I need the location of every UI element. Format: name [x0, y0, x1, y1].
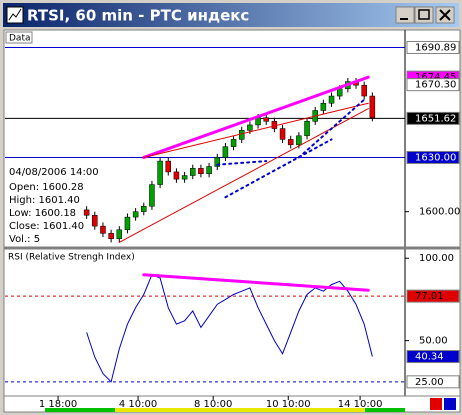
app-icon-glyph	[8, 8, 22, 21]
window-buttons[interactable]	[395, 6, 455, 24]
info-box: 04/08/2006 14:00 Open: 1600.28 High: 160…	[9, 167, 99, 245]
candle-body	[247, 124, 253, 131]
candle-body	[271, 121, 278, 129]
level-label: 1630.00	[415, 152, 456, 163]
candle-body	[369, 95, 376, 118]
scroll-button[interactable]	[444, 398, 456, 410]
level-label: 77.01	[415, 291, 444, 302]
y-tick-label: 50.00	[419, 336, 448, 347]
candle-body	[157, 160, 163, 185]
info-volume: Vol.: 5	[9, 234, 40, 245]
candle-body	[214, 157, 220, 167]
info-close: Close: 1601.40	[9, 221, 84, 232]
x-tick-label: 14 10:00	[338, 399, 383, 410]
app-icon	[6, 6, 24, 24]
close-glyph	[439, 9, 451, 21]
candle-body	[320, 103, 327, 111]
candle-body	[287, 139, 294, 146]
info-high: High: 1601.40	[9, 195, 80, 206]
level-box	[406, 350, 460, 364]
candle-body	[304, 121, 310, 137]
candle-body	[124, 216, 131, 230]
info-low: Low: 1600.18	[9, 208, 76, 219]
info-date: 04/08/2006 14:00	[9, 167, 99, 178]
y-tick-label: 1600.00	[419, 207, 460, 218]
level-box	[406, 375, 460, 389]
level-label: 40.34	[415, 352, 444, 363]
session-strip	[45, 408, 115, 412]
trend-line	[143, 102, 369, 158]
panel-label: RSI (Relative Strengh Index)	[8, 253, 135, 263]
trend-line	[224, 138, 333, 199]
scroll-button[interactable]	[430, 398, 442, 410]
candle-body	[181, 175, 188, 180]
candle-body	[336, 88, 343, 97]
candle-body	[222, 146, 229, 158]
trend-line	[118, 108, 369, 243]
level-label: 1670.30	[415, 80, 456, 91]
candle-body	[141, 206, 147, 212]
candle-body	[173, 171, 180, 180]
level-box	[406, 40, 460, 54]
level-label: 1690.89	[415, 42, 456, 53]
candle-body	[230, 139, 237, 147]
title-bar	[3, 3, 459, 27]
session-strip	[365, 408, 405, 412]
level-label: 1651.62	[415, 113, 456, 124]
level-box	[406, 78, 460, 92]
candle-body	[198, 168, 204, 174]
candle-body	[279, 128, 286, 140]
rsi-line	[86, 274, 373, 383]
info-open: Open: 1600.28	[9, 182, 84, 193]
x-tick-label: 4 10:00	[119, 399, 157, 410]
candle-body	[255, 117, 261, 126]
x-tick-label: 8 10:00	[194, 399, 232, 410]
trend-line	[297, 98, 366, 159]
candle-body	[132, 211, 139, 218]
candle-body	[190, 168, 196, 176]
trend-line	[142, 75, 370, 159]
candle-body	[116, 229, 123, 240]
candle-body	[328, 95, 335, 104]
candle-body	[238, 130, 245, 140]
level-box	[406, 111, 460, 125]
level-box	[406, 150, 460, 164]
candle-body	[263, 117, 269, 122]
session-strip	[115, 408, 365, 412]
candle-body	[296, 135, 302, 146]
candle-body	[149, 184, 155, 207]
maximize-glyph	[418, 9, 430, 20]
candle-body	[165, 160, 172, 173]
level-label: 1674.45	[415, 72, 456, 83]
window-title: RTSI, 60 min - РТС индекс	[27, 7, 249, 25]
level-box	[406, 289, 460, 303]
x-tick-label: 10 10:00	[266, 399, 311, 410]
candle-body	[92, 215, 98, 227]
minimize-button[interactable]	[395, 6, 415, 24]
candle-body	[83, 209, 90, 216]
candle-body	[361, 84, 367, 97]
trend-line	[216, 160, 268, 166]
trend-line	[142, 273, 370, 292]
panel-label-box	[5, 31, 33, 44]
panel-label: Data	[9, 34, 31, 44]
y-tick-label: 100.00	[419, 253, 454, 264]
level-label: 25.00	[415, 377, 444, 388]
candle-body	[108, 233, 114, 240]
candle-body	[100, 225, 106, 234]
candle-body	[206, 166, 212, 174]
x-tick-label: 1 18:00	[39, 399, 77, 410]
